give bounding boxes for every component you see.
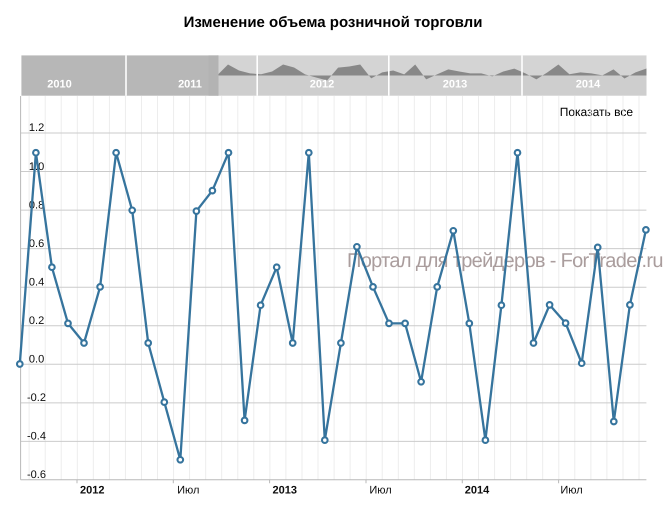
svg-text:2012: 2012 (80, 485, 104, 497)
svg-text:2010: 2010 (47, 78, 71, 90)
svg-text:-0.6: -0.6 (27, 469, 46, 481)
svg-text:Показать все: Показать все (560, 105, 634, 119)
svg-text:-0.4: -0.4 (27, 431, 46, 443)
svg-text:Изменение объема розничной тор: Изменение объема розничной торговли (184, 14, 483, 31)
svg-text:0.0: 0.0 (29, 354, 44, 366)
svg-text:0.2: 0.2 (29, 315, 44, 327)
svg-text:2011: 2011 (178, 78, 202, 90)
svg-text:2014: 2014 (576, 78, 601, 90)
svg-text:Июл: Июл (369, 485, 391, 497)
svg-text:1.2: 1.2 (29, 122, 44, 134)
svg-text:2014: 2014 (465, 485, 490, 497)
svg-text:2013: 2013 (273, 485, 297, 497)
svg-text:-0.2: -0.2 (27, 392, 46, 404)
svg-text:1.0: 1.0 (29, 161, 44, 173)
svg-text:Июл: Июл (560, 485, 582, 497)
svg-text:0.6: 0.6 (29, 238, 44, 250)
svg-text:2012: 2012 (310, 78, 334, 90)
svg-text:0.4: 0.4 (29, 276, 44, 288)
svg-text:Июл: Июл (177, 485, 199, 497)
svg-text:2013: 2013 (443, 78, 467, 90)
